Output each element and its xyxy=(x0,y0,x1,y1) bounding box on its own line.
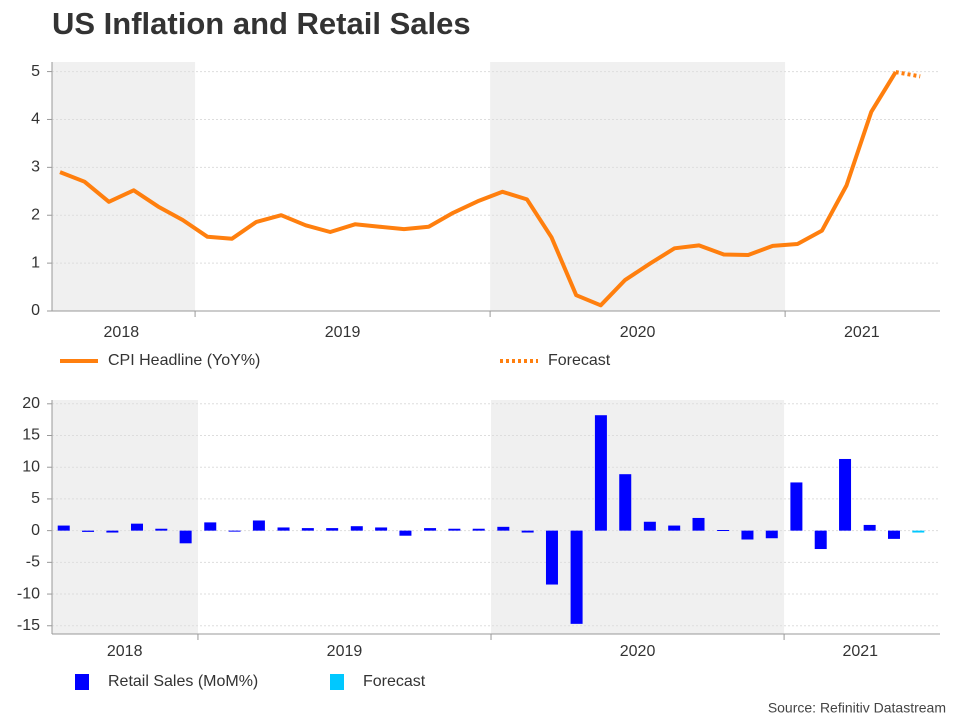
bar xyxy=(424,528,437,531)
y-tick-label: 5 xyxy=(31,63,40,80)
legend-label: Forecast xyxy=(363,673,426,690)
bar xyxy=(399,530,412,536)
x-tick-label: 2020 xyxy=(620,643,656,660)
bar xyxy=(472,528,485,531)
bar xyxy=(765,530,778,539)
bar xyxy=(594,415,607,531)
bar xyxy=(301,528,314,531)
bar xyxy=(448,528,461,531)
bar xyxy=(155,528,168,531)
shaded-band xyxy=(52,400,198,634)
x-tick-label: 2018 xyxy=(104,324,140,341)
bar xyxy=(790,482,803,531)
y-tick-label: 10 xyxy=(22,458,40,475)
bar xyxy=(375,527,388,531)
bar xyxy=(497,526,510,531)
line-series xyxy=(895,70,921,79)
bar xyxy=(521,530,534,533)
bar xyxy=(82,530,95,532)
y-tick-label: -15 xyxy=(17,617,40,634)
bar xyxy=(692,517,705,531)
legend-swatch xyxy=(330,674,344,690)
bar xyxy=(717,530,730,531)
x-tick-label: 2020 xyxy=(620,324,656,341)
bar xyxy=(179,530,192,544)
y-tick-label: 0 xyxy=(31,302,40,319)
bar xyxy=(228,530,241,532)
bar xyxy=(643,521,656,531)
y-tick-label: 3 xyxy=(31,159,40,176)
bar xyxy=(326,528,339,531)
y-tick-label: -10 xyxy=(17,585,40,602)
y-tick-label: 4 xyxy=(31,111,40,128)
bar xyxy=(668,525,681,531)
bar xyxy=(277,527,290,531)
shaded-band xyxy=(52,62,196,311)
y-tick-label: 20 xyxy=(22,395,40,412)
bar xyxy=(912,530,925,533)
x-tick-label: 2021 xyxy=(844,324,880,341)
bar xyxy=(350,526,363,531)
x-tick-label: 2018 xyxy=(107,643,143,660)
bar xyxy=(204,522,217,531)
bar xyxy=(814,530,827,550)
y-tick-label: 1 xyxy=(31,254,40,271)
bar xyxy=(106,530,119,533)
bar xyxy=(887,530,900,539)
legend-swatch xyxy=(75,674,89,690)
bar xyxy=(863,524,876,531)
page-title: US Inflation and Retail Sales xyxy=(52,6,471,41)
x-tick-label: 2019 xyxy=(325,324,361,341)
bar xyxy=(619,474,632,531)
x-tick-label: 2019 xyxy=(327,643,363,660)
bar xyxy=(545,530,558,585)
shaded-band xyxy=(491,400,785,634)
bar xyxy=(839,458,852,531)
bar xyxy=(57,525,70,531)
legend-label: CPI Headline (YoY%) xyxy=(108,352,260,369)
y-tick-label: 0 xyxy=(31,522,40,539)
bar xyxy=(741,530,754,540)
bar xyxy=(252,520,265,531)
bar xyxy=(130,523,143,531)
y-tick-label: -5 xyxy=(26,554,40,571)
source-note: Source: Refinitiv Datastream xyxy=(768,700,946,716)
y-tick-label: 5 xyxy=(31,490,40,507)
legend-label: Retail Sales (MoM%) xyxy=(108,673,258,690)
legend-label: Forecast xyxy=(548,352,611,369)
y-tick-label: 15 xyxy=(22,427,40,444)
line-series xyxy=(59,71,898,308)
y-tick-label: 2 xyxy=(31,206,40,223)
bar xyxy=(570,530,583,624)
x-tick-label: 2021 xyxy=(842,643,878,660)
